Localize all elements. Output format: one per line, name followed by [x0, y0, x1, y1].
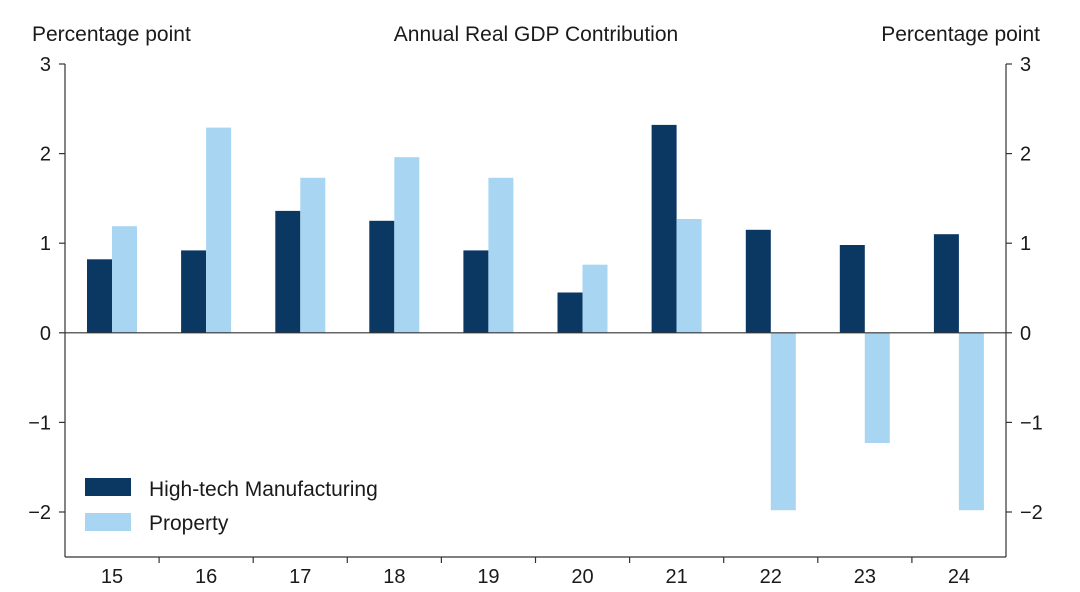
bar-high-tech-manufacturing-15 — [87, 259, 112, 333]
bar-property-21 — [676, 219, 702, 333]
bar-high-tech-manufacturing-22 — [745, 229, 771, 333]
x-tick-label-16: 16 — [195, 566, 217, 588]
bar-high-tech-manufacturing-16 — [181, 250, 207, 333]
x-tick-label-15: 15 — [101, 566, 123, 588]
bar-property-16 — [206, 127, 232, 333]
y-tick-label-right: −2 — [1020, 502, 1043, 524]
y-tick-label-right: 3 — [1020, 54, 1031, 76]
bar-property-23 — [864, 332, 890, 443]
x-tick-label-24: 24 — [948, 566, 970, 588]
y-tick-label-left: 3 — [40, 54, 51, 76]
x-tick-label-17: 17 — [289, 566, 311, 588]
bar-property-18 — [394, 157, 420, 333]
x-tick-label-22: 22 — [760, 566, 782, 588]
x-tick-label-20: 20 — [571, 566, 593, 588]
bar-property-19 — [488, 177, 514, 333]
legend-label-property: Property — [149, 512, 229, 535]
y-tick-label-right: −1 — [1020, 412, 1043, 434]
y-tick-label-right: 0 — [1020, 323, 1031, 345]
y-axis-label-left: Percentage point — [32, 23, 191, 46]
bar-high-tech-manufacturing-24 — [933, 234, 959, 333]
bar-high-tech-manufacturing-23 — [839, 245, 865, 333]
bar-property-17 — [300, 177, 326, 333]
legend-swatch-high-tech-manufacturing — [85, 478, 131, 496]
legend-swatch-property — [85, 513, 131, 531]
bar-property-20 — [582, 264, 608, 333]
bar-high-tech-manufacturing-18 — [369, 220, 395, 333]
bar-high-tech-manufacturing-19 — [463, 250, 489, 333]
x-tick-label-21: 21 — [666, 566, 688, 588]
axes-layer — [59, 63, 1012, 563]
legend: High-tech Manufacturing Property — [85, 478, 378, 535]
y-tick-label-left: 0 — [40, 323, 51, 345]
y-tick-label-left: −1 — [28, 412, 51, 434]
bar-high-tech-manufacturing-20 — [557, 292, 583, 333]
y-tick-label-left: 1 — [40, 233, 51, 255]
y-tick-label-right: 2 — [1020, 144, 1031, 166]
x-tick-label-23: 23 — [854, 566, 876, 588]
x-tick-label-18: 18 — [383, 566, 405, 588]
y-tick-label-left: −2 — [28, 502, 51, 524]
tick-labels-layer: 3 32 21 10 0−1 −1−2 −215 16 17 18 19 20 21 22 23 24 — [28, 54, 1043, 588]
y-tick-label-right: 1 — [1020, 233, 1031, 255]
bar-layer — [87, 124, 984, 511]
y-axis-label-right: Percentage point — [881, 23, 1040, 46]
bar-high-tech-manufacturing-21 — [651, 124, 677, 333]
bar-property-22 — [770, 332, 796, 511]
bar-high-tech-manufacturing-17 — [275, 210, 301, 333]
chart-title: Annual Real GDP Contribution — [394, 23, 678, 46]
y-tick-label-left: 2 — [40, 144, 51, 166]
legend-label-high-tech-manufacturing: High-tech Manufacturing — [149, 478, 378, 501]
bar-property-24 — [958, 332, 984, 511]
x-tick-label-19: 19 — [477, 566, 499, 588]
bar-property-15 — [112, 226, 137, 333]
